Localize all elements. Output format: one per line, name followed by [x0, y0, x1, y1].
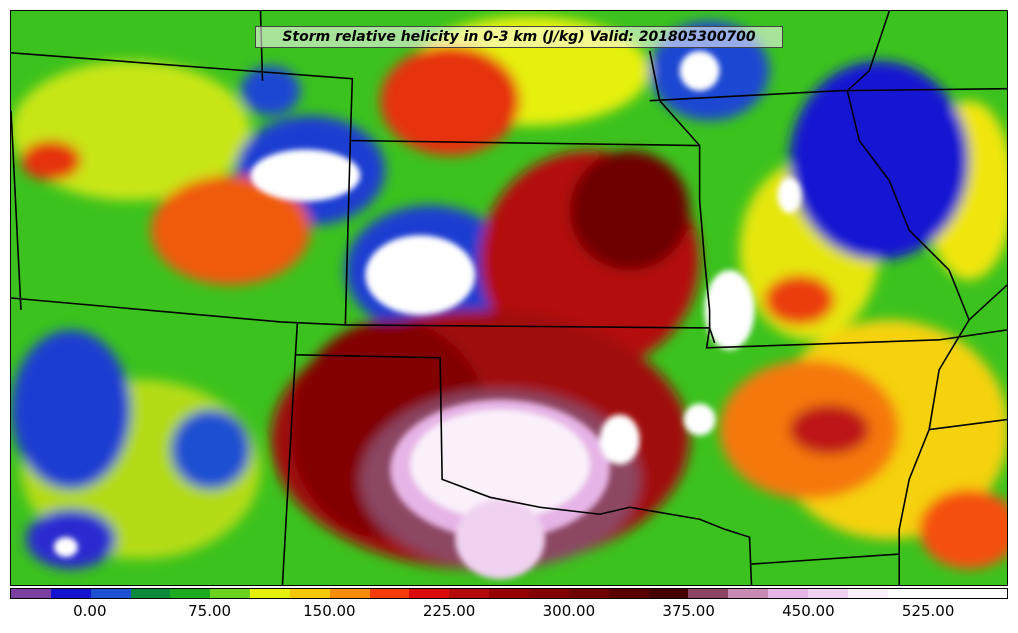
colorbar-tick-label: 150.00	[303, 602, 356, 620]
colorbar-segment	[50, 589, 91, 598]
colorbar-segment	[329, 589, 370, 598]
colorbar-segment	[170, 589, 211, 598]
colorbar-segment	[847, 589, 888, 598]
colorbar-segment	[289, 589, 330, 598]
map-title-box: Storm relative helicity in 0-3 km (J/kg)…	[255, 26, 783, 48]
colorbar-tick-label: 525.00	[901, 602, 955, 620]
high-helicity-cores	[53, 50, 802, 580]
colorbar-segment	[489, 589, 529, 598]
colorbar-tick-label: 0.00	[73, 602, 107, 620]
colorbar-segment	[688, 589, 729, 598]
colorbar-tick-label: 375.00	[662, 602, 715, 620]
colorbar-tick-labels: 0.00 75.00 150.00 225.00 300.00 375.00 450.00 5…	[10, 600, 1008, 630]
colorbar-segment	[728, 589, 769, 598]
map-title: Storm relative helicity in 0-3 km (J/kg)…	[282, 29, 756, 45]
colorbar-segment	[90, 589, 131, 598]
colorbar-segment	[887, 589, 928, 598]
colorbar-tick-label: 225.00	[422, 602, 476, 620]
colorbar-segment	[130, 589, 171, 598]
colorbar-segment	[927, 589, 968, 598]
colorbar-tick-label: 75.00	[188, 602, 232, 620]
helicity-map[interactable]: Storm relative helicity in 0-3 km (J/kg)…	[10, 10, 1008, 586]
colorbar-segment	[648, 589, 689, 598]
helicity-field	[11, 11, 1007, 585]
state-borders	[11, 11, 1007, 585]
colorbar-segment	[369, 589, 410, 598]
colorbar-segment	[250, 589, 290, 598]
colorbar-segment	[210, 589, 251, 598]
colorbar	[10, 588, 1008, 599]
colorbar-tick-label: 300.00	[542, 602, 596, 620]
colorbar-segment	[807, 589, 848, 598]
colorbar-segment	[967, 589, 1008, 598]
colorbar-tick-label: 450.00	[782, 602, 835, 620]
colorbar-segment	[768, 589, 808, 598]
colorbar-segment	[528, 589, 569, 598]
colorbar-segment	[449, 589, 490, 598]
colorbar-segment	[11, 589, 51, 598]
colorbar-segment	[568, 589, 609, 598]
colorbar-segment	[608, 589, 649, 598]
colorbar-segment	[409, 589, 450, 598]
